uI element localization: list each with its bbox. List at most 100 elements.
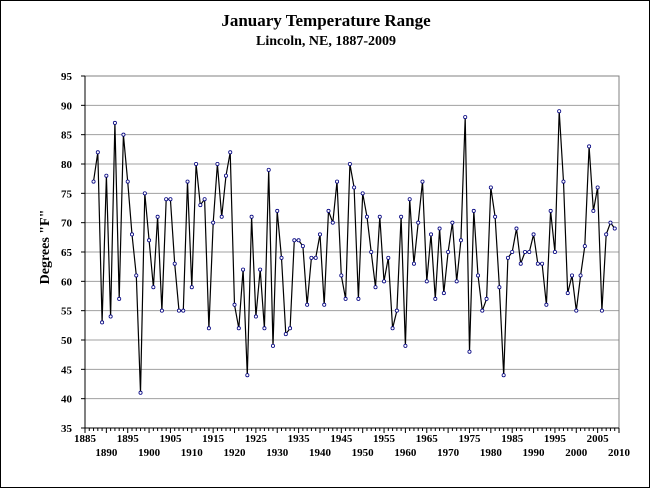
data-point [253,314,258,319]
data-point [283,332,288,337]
data-point [249,214,254,219]
data-point [266,167,271,172]
data-point [458,238,463,243]
x-tick-label: 2000 [565,447,588,459]
axes [81,75,620,433]
y-tick-label: 40 [61,394,73,406]
data-point [317,232,322,237]
data-point [138,390,143,395]
data-point [322,302,327,307]
data-point [480,308,485,313]
y-tick-label: 60 [61,276,73,288]
data-point [245,373,250,378]
data-point [112,120,117,125]
data-point [356,296,361,301]
data-point [147,238,152,243]
data-point [151,285,156,290]
data-point [360,191,365,196]
data-point [275,208,280,213]
x-tick-label: 1900 [138,447,161,459]
data-point [202,197,207,202]
data-point [582,244,587,249]
data-point [373,285,378,290]
chart-subtitle: Lincoln, NE, 1887-2009 [256,34,396,49]
x-tick-label: 1930 [266,447,289,459]
y-tick-label: 45 [61,364,73,376]
data-point [467,349,472,354]
data-point [518,261,523,266]
y-tick-label: 50 [61,335,73,347]
data-point [535,261,540,266]
data-point [339,273,344,278]
x-tick-label: 1985 [501,433,524,445]
data-point [232,302,237,307]
data-point [181,308,186,313]
x-tick-label: 1975 [458,433,481,445]
data-point [608,220,613,225]
data-point [176,308,181,313]
data-point [134,273,139,278]
data-point [463,115,468,120]
data-point [557,109,562,114]
y-tick-label: 75 [61,188,73,200]
data-point [476,273,481,278]
data-point [493,214,498,219]
data-point [159,308,164,313]
data-point [313,255,318,260]
x-tick-label: 1940 [309,447,332,459]
data-point [411,261,416,266]
data-point [407,197,412,202]
data-point [587,144,592,149]
x-tick-label: 1945 [330,433,353,445]
data-point [604,232,609,237]
data-point [309,255,314,260]
data-point [514,226,519,231]
data-point [382,279,387,284]
data-point [258,267,263,272]
data-point [578,273,583,278]
data-point [206,326,211,331]
data-point [591,208,596,213]
x-tick-label: 1885 [74,433,97,445]
data-point [416,220,421,225]
data-point [270,343,275,348]
data-point [168,197,173,202]
data-point [497,285,502,290]
data-point [505,255,510,260]
x-tick-label: 1920 [224,447,247,459]
data-point [228,150,233,155]
data-point [386,255,391,260]
x-tick-label: 1980 [480,447,503,459]
data-point [612,226,617,231]
data-point [185,179,190,184]
data-point [399,214,404,219]
y-tick-label: 85 [61,130,73,142]
x-tick-label: 1935 [288,433,311,445]
data-point [296,238,301,243]
data-point [488,185,493,190]
x-tick-label: 2010 [608,447,631,459]
data-point [599,308,604,313]
gridlines [85,75,619,429]
x-tick-label: 1990 [523,447,546,459]
data-point [420,179,425,184]
data-point [241,267,246,272]
x-tick-label: 1915 [202,433,225,445]
x-tick-label: 2005 [587,433,610,445]
y-tick-label: 80 [61,159,73,171]
y-axis-label: Degrees "F" [38,210,53,285]
chart-title: January Temperature Range [221,11,431,30]
x-tick-label: 1960 [394,447,417,459]
y-tick-label: 65 [61,247,73,259]
data-point [437,226,442,231]
y-tick-label: 90 [61,100,73,112]
data-point [446,249,451,254]
data-point [570,273,575,278]
x-tick-label: 1950 [352,447,375,459]
data-point [104,173,109,178]
data-point [552,249,557,254]
data-point [527,249,532,254]
x-tick-label: 1955 [373,433,396,445]
data-point [155,214,160,219]
